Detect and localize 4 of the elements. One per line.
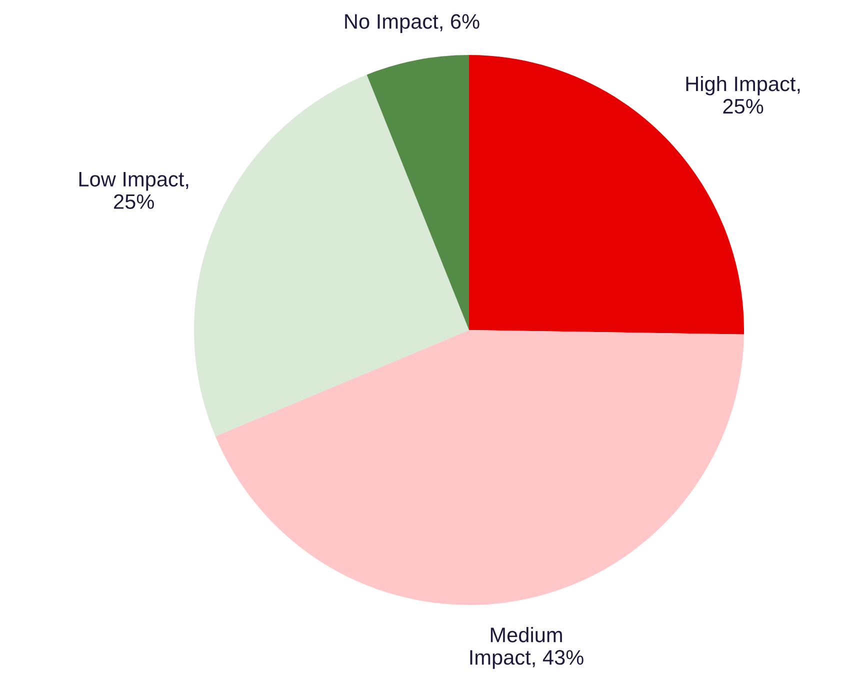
slice-label: Medium Impact, 43%	[470, 627, 584, 669]
slice-label: No Impact, 6%	[345, 14, 480, 33]
slice-label: Low Impact, 25%	[79, 172, 188, 210]
slice-label: High Impact, 25%	[686, 76, 800, 114]
